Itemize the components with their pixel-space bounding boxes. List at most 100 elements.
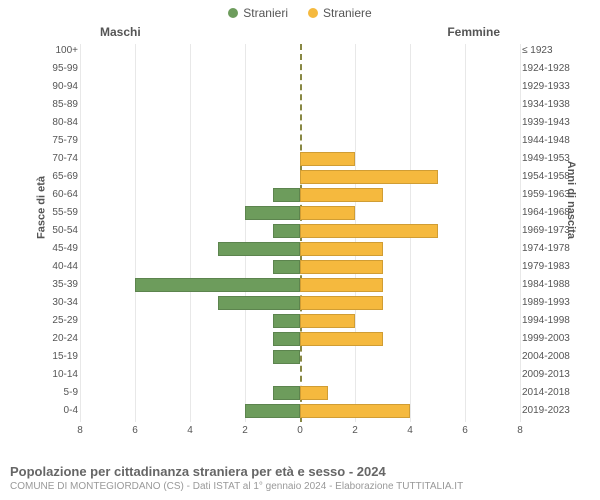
- chart-footer: Popolazione per cittadinanza straniera p…: [10, 464, 590, 492]
- x-tick-label: 0: [297, 425, 303, 436]
- bar-female: [300, 296, 383, 310]
- bar-male: [245, 404, 300, 418]
- birth-year-label: 1929-1933: [522, 82, 582, 92]
- gridline: [520, 44, 521, 422]
- bar-row: [80, 170, 520, 184]
- x-tick-label: 8: [517, 425, 523, 436]
- birth-year-label: 1934-1938: [522, 100, 582, 110]
- x-tick-label: 4: [187, 425, 193, 436]
- bar-male: [273, 260, 301, 274]
- chart-legend: Stranieri Straniere: [0, 0, 600, 20]
- age-label: 45-49: [40, 244, 78, 254]
- legend-item-female: Straniere: [308, 6, 372, 20]
- bar-row: [80, 386, 520, 400]
- age-label: 15-19: [40, 352, 78, 362]
- bar-row: [80, 98, 520, 112]
- bar-female: [300, 206, 355, 220]
- bar-male: [273, 386, 301, 400]
- bar-row: [80, 332, 520, 346]
- age-label: 0-4: [40, 406, 78, 416]
- bar-row: [80, 44, 520, 58]
- x-tick-label: 2: [242, 425, 248, 436]
- bar-male: [135, 278, 300, 292]
- age-label: 70-74: [40, 154, 78, 164]
- bar-row: [80, 206, 520, 220]
- chart-container: Fasce di età Anni di nascita 100+95-9990…: [80, 44, 520, 422]
- birth-year-label: 1999-2003: [522, 334, 582, 344]
- birth-year-label: 1964-1968: [522, 208, 582, 218]
- birth-year-label: 1979-1983: [522, 262, 582, 272]
- bar-row: [80, 242, 520, 256]
- bar-row: [80, 404, 520, 418]
- bar-female: [300, 260, 383, 274]
- bar-male: [273, 188, 301, 202]
- birth-year-label: 1939-1943: [522, 118, 582, 128]
- birth-year-label: 1944-1948: [522, 136, 582, 146]
- age-label: 65-69: [40, 172, 78, 182]
- x-tick-label: 4: [407, 425, 413, 436]
- age-label: 40-44: [40, 262, 78, 272]
- bar-female: [300, 242, 383, 256]
- bar-male: [273, 350, 301, 364]
- bar-male: [218, 296, 301, 310]
- bar-female: [300, 152, 355, 166]
- bar-row: [80, 62, 520, 76]
- legend-dot-male: [228, 8, 238, 18]
- birth-year-label: 1974-1978: [522, 244, 582, 254]
- bar-row: [80, 314, 520, 328]
- age-label: 20-24: [40, 334, 78, 344]
- bar-female: [300, 332, 383, 346]
- bar-female: [300, 386, 328, 400]
- birth-year-label: 1924-1928: [522, 64, 582, 74]
- age-label: 85-89: [40, 100, 78, 110]
- bar-row: [80, 152, 520, 166]
- gender-headers: Maschi Femmine: [0, 20, 600, 39]
- birth-year-label: ≤ 1923: [522, 46, 582, 56]
- x-axis: 8 6 4 2 0 2 4 6 8: [80, 425, 520, 440]
- age-label: 80-84: [40, 118, 78, 128]
- bar-row: [80, 296, 520, 310]
- birth-year-label: 2014-2018: [522, 388, 582, 398]
- x-tick-label: 6: [462, 425, 468, 436]
- birth-year-label: 1954-1958: [522, 172, 582, 182]
- birth-year-label: 1989-1993: [522, 298, 582, 308]
- bar-female: [300, 314, 355, 328]
- x-tick-label: 6: [132, 425, 138, 436]
- x-tick-label: 8: [77, 425, 83, 436]
- bar-row: [80, 350, 520, 364]
- age-label: 5-9: [40, 388, 78, 398]
- legend-item-male: Stranieri: [228, 6, 288, 20]
- age-label: 55-59: [40, 208, 78, 218]
- bar-row: [80, 260, 520, 274]
- bar-male: [273, 314, 301, 328]
- y-axis-right: ≤ 1923 1924-1928 1929-1933 1934-1938 1939-19…: [522, 44, 582, 422]
- birth-year-label: 1994-1998: [522, 316, 582, 326]
- footer-title: Popolazione per cittadinanza straniera p…: [10, 464, 590, 479]
- bar-female: [300, 188, 383, 202]
- bar-male: [218, 242, 301, 256]
- age-label: 35-39: [40, 280, 78, 290]
- bar-male: [273, 332, 301, 346]
- bar-row: [80, 116, 520, 130]
- bar-male: [245, 206, 300, 220]
- birth-year-label: 1984-1988: [522, 280, 582, 290]
- birth-year-label: 2009-2013: [522, 370, 582, 380]
- legend-label-male: Stranieri: [243, 6, 288, 20]
- age-label: 50-54: [40, 226, 78, 236]
- header-male: Maschi: [100, 25, 141, 39]
- age-label: 95-99: [40, 64, 78, 74]
- x-tick-label: 2: [352, 425, 358, 436]
- age-label: 30-34: [40, 298, 78, 308]
- bar-female: [300, 224, 438, 238]
- bar-row: [80, 224, 520, 238]
- age-label: 60-64: [40, 190, 78, 200]
- bar-row: [80, 134, 520, 148]
- bar-row: [80, 278, 520, 292]
- birth-year-label: 2004-2008: [522, 352, 582, 362]
- birth-year-label: 1949-1953: [522, 154, 582, 164]
- age-label: 90-94: [40, 82, 78, 92]
- bar-female: [300, 278, 383, 292]
- age-label: 25-29: [40, 316, 78, 326]
- bar-row: [80, 80, 520, 94]
- age-label: 10-14: [40, 370, 78, 380]
